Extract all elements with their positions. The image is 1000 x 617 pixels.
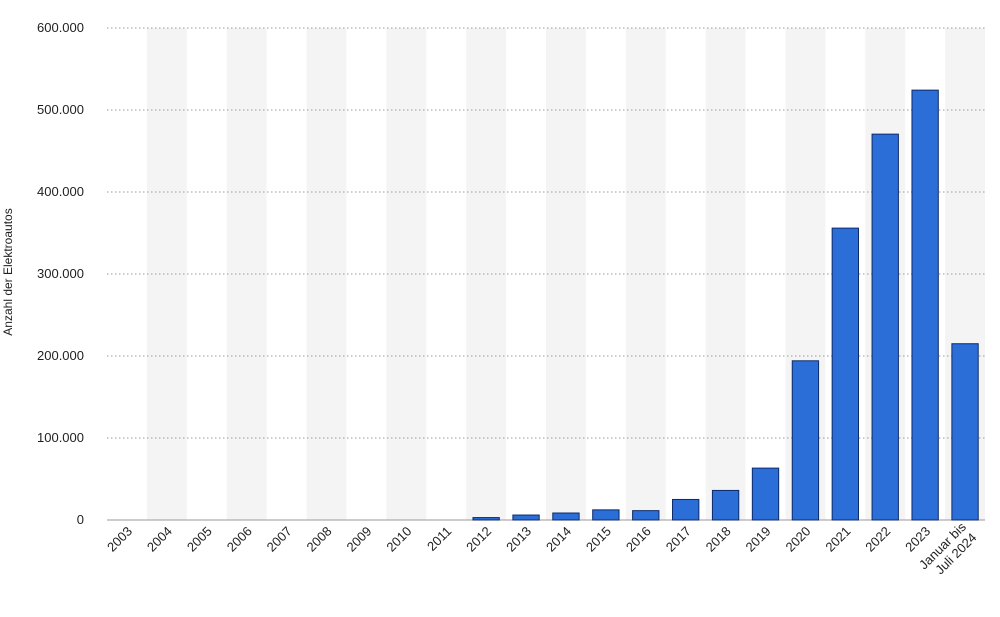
y-tick-label: 0 <box>77 512 84 527</box>
x-tick-label: 2022 <box>862 524 893 555</box>
x-tick-label: 2012 <box>463 524 494 555</box>
background-band <box>146 28 187 520</box>
bar <box>632 510 660 521</box>
x-tick-label: 2018 <box>703 524 734 555</box>
x-tick-label: 2013 <box>503 524 534 555</box>
bar <box>911 89 939 521</box>
bar <box>672 498 700 521</box>
x-axis-ticks: 2003 2004 2005 2006 2007 2008 2009 2010 2011 2012… <box>104 519 980 577</box>
bar <box>791 360 820 521</box>
x-tick-label: 2008 <box>304 524 335 555</box>
bar <box>951 343 979 521</box>
x-tick-label: 2020 <box>782 524 813 555</box>
y-axis-ticks: 0 100.000 200.000 300.000 400.000 500.000 600.… <box>37 20 84 527</box>
bar <box>871 133 899 521</box>
y-tick-label: 500.000 <box>37 102 84 117</box>
bar <box>512 514 540 521</box>
y-axis-title: Anzahl der Elektroautos <box>1 208 15 335</box>
x-tick-label: 2015 <box>583 524 614 555</box>
background-band <box>226 28 267 520</box>
y-tick-label: 200.000 <box>37 348 84 363</box>
x-tick-label: 2011 <box>424 524 454 554</box>
x-tick-label: 2003 <box>104 524 135 555</box>
bar <box>751 467 780 521</box>
x-tick-label: 2004 <box>144 524 175 555</box>
bar <box>711 489 740 521</box>
y-tick-label: 600.000 <box>37 20 84 35</box>
x-tick-label: 2006 <box>224 524 255 555</box>
bar <box>472 517 500 521</box>
y-tick-label: 400.000 <box>37 184 84 199</box>
x-tick-label: 2017 <box>663 524 694 555</box>
y-tick-label: 100.000 <box>37 430 84 445</box>
x-tick-label: 2021 <box>822 524 853 555</box>
y-tick-label: 300.000 <box>37 266 84 281</box>
x-tick-label: 2019 <box>743 524 774 555</box>
x-tick-label: 2009 <box>343 524 374 555</box>
bar <box>831 227 859 521</box>
x-tick-label: 2010 <box>383 524 414 555</box>
x-tick-label: 2014 <box>543 524 574 555</box>
x-tick-label: 2016 <box>623 524 654 555</box>
bars <box>472 89 979 521</box>
bar <box>552 512 580 521</box>
x-tick-label: 2007 <box>264 524 295 555</box>
bar <box>592 509 620 521</box>
x-tick-label: 2005 <box>184 524 215 555</box>
